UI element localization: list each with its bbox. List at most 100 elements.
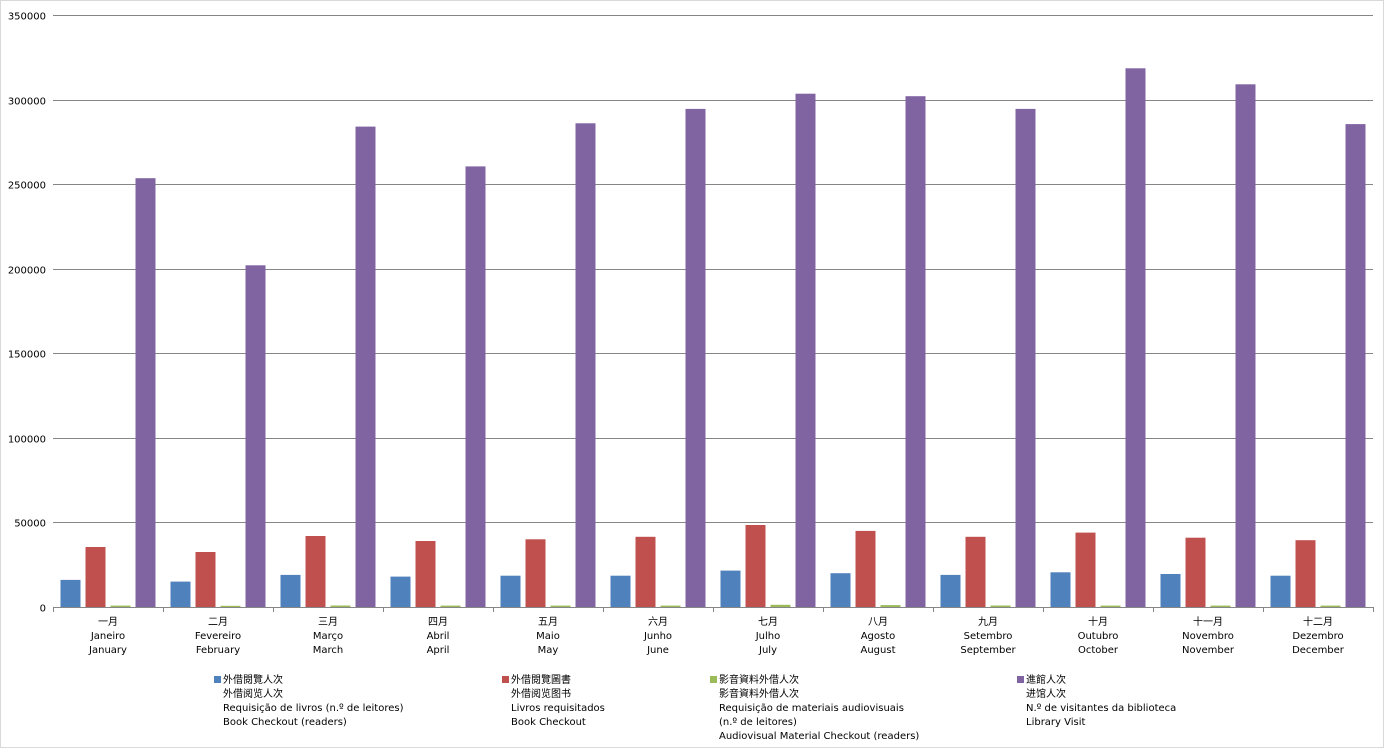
y-tick-label: 350000 [8,12,46,23]
bar-series-1 [1270,575,1291,607]
x-category-label: April [427,645,450,656]
legend-swatch [710,676,717,683]
bar-series-4 [355,126,376,607]
y-tick-label: 50000 [14,519,46,530]
bar-series-2 [195,552,216,607]
x-category-label: 七月 [758,616,778,628]
bar-series-4 [1235,84,1256,608]
y-tick-label: 250000 [8,181,46,192]
bars [60,68,1366,608]
legend-label: Audiovisual Material Checkout (readers) [719,731,919,742]
bar-series-4 [465,166,486,607]
bar-series-1 [500,575,521,607]
bar-series-1 [170,581,191,607]
x-category-label: Julho [755,631,781,642]
x-category-label: March [313,645,343,656]
bar-series-2 [305,536,326,607]
legend-label: 影音資料外借人次 [719,687,799,700]
x-category-label: January [88,645,127,656]
bar-series-4 [1015,108,1036,608]
bar-series-3 [110,605,131,607]
legend-label: 外借閱覽圖書 [511,673,571,686]
x-category-label: November [1182,645,1235,656]
x-category-label: August [861,645,896,656]
bar-series-1 [280,574,301,607]
bar-series-2 [525,539,546,607]
legend-label: (n.º de leitores) [719,717,797,728]
bar-series-4 [575,123,596,608]
bar-series-3 [1210,605,1231,607]
legend-label: Book Checkout [511,717,586,728]
x-category-label: Dezembro [1292,631,1343,642]
x-category-label: 十月 [1088,615,1108,628]
x-category-label: 六月 [648,616,668,628]
bar-series-2 [1185,537,1206,607]
x-category-label: Novembro [1182,631,1234,642]
bar-series-3 [220,605,241,607]
bar-series-1 [60,579,81,607]
bar-series-4 [795,93,816,607]
bar-series-4 [135,178,156,607]
legend-swatch [214,676,221,683]
legend-label: N.º de visitantes da biblioteca [1026,703,1176,714]
legend-swatch [1017,676,1024,683]
bar-series-1 [390,576,411,607]
x-category-label: 八月 [868,616,888,628]
legend-label: Requisição de materiais audiovisuais [719,703,904,714]
x-category-label: Maio [536,631,560,642]
bar-series-4 [245,265,266,607]
y-tick-label: 0 [40,604,46,615]
bar-series-3 [440,605,461,607]
bar-series-1 [1160,574,1181,607]
legend-label: 外借阅览人次 [223,687,283,700]
x-category-label: 四月 [428,616,448,628]
y-tick-label: 300000 [8,97,46,108]
x-category-label: 五月 [538,616,558,628]
y-axis-ticks: 0 50000 100000 150000 200000 250000 300000 3500… [8,12,46,615]
x-category-label: 十二月 [1303,615,1333,628]
x-category-label: 二月 [208,616,228,628]
x-category-label: Abril [427,631,450,642]
x-category-label: 九月 [978,616,998,628]
x-category-label: Agosto [861,631,896,642]
bar-series-4 [685,108,706,608]
legend-label: 進館人次 [1026,673,1066,686]
bar-series-2 [965,536,986,607]
bar-series-2 [415,541,436,607]
bar-series-3 [1320,605,1341,607]
bar-series-3 [660,605,681,607]
y-tick-label: 100000 [8,435,46,446]
bar-series-3 [770,604,791,607]
x-axis-categories: 一月 Janeiro January 二月 Fevereiro February 三月 Mar… [88,615,1345,656]
bar-series-1 [830,573,851,607]
bar-series-1 [1050,572,1071,607]
x-category-label: December [1292,645,1345,656]
legend-label: 影音資料外借人次 [719,673,799,686]
bar-series-2 [1075,532,1096,607]
legend-label: 进馆人次 [1026,687,1066,700]
bar-series-3 [880,605,901,607]
bar-series-2 [855,530,876,607]
x-category-label: September [960,645,1016,656]
gridlines [53,15,1373,523]
x-category-label: Fevereiro [195,631,241,642]
x-category-label: June [646,645,669,656]
bar-series-4 [1125,68,1146,608]
bar-series-2 [1295,540,1316,607]
legend-label: 外借閱覽人次 [223,673,283,686]
x-category-label: October [1078,645,1119,656]
bar-series-3 [550,605,571,607]
bar-series-3 [990,605,1011,607]
bar-series-4 [1345,124,1366,607]
legend-label: Requisição de livros (n.º de leitores) [223,703,404,714]
x-category-label: Junho [643,631,672,642]
x-category-label: Janeiro [90,631,125,642]
x-category-label: Setembro [964,631,1013,642]
x-category-label: 一月 [98,616,118,628]
x-category-label: Março [313,631,343,642]
x-category-label: Outubro [1078,631,1119,642]
bar-series-2 [745,525,766,607]
bar-series-3 [1100,605,1121,607]
